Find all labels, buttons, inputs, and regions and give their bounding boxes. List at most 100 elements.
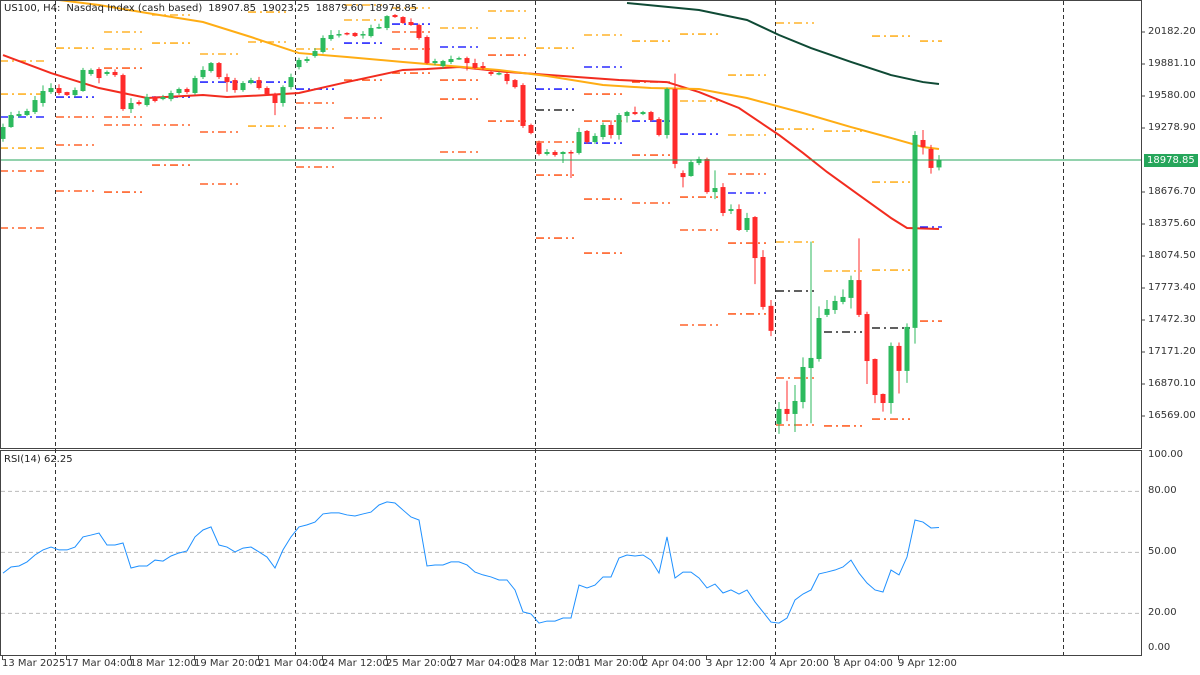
bear-candle <box>656 119 662 135</box>
bull-candle <box>320 37 326 52</box>
bull-candle <box>384 16 390 28</box>
bull-candle <box>200 69 206 78</box>
price-axis-label: 17773.40 <box>1148 282 1196 293</box>
bull-candle <box>936 159 942 168</box>
bear-candle <box>408 22 414 26</box>
bull-candle <box>176 88 182 94</box>
bull-candle <box>432 61 438 64</box>
day-separators <box>55 1 1064 655</box>
bull-candle <box>832 300 838 311</box>
bull-candle <box>80 69 86 91</box>
time-axis-label: 27 Mar 04:00 <box>450 658 517 669</box>
bull-candle <box>144 97 150 106</box>
bear-candle <box>736 209 742 230</box>
bull-candle <box>576 132 582 153</box>
price-axis-label: 18676.70 <box>1148 186 1196 197</box>
bear-candle <box>608 125 614 135</box>
bull-candle <box>72 90 78 96</box>
bull-candle <box>600 125 606 138</box>
bear-candle <box>880 393 886 404</box>
bear-candle <box>680 173 686 178</box>
ohlc-high: 19023.25 <box>261 3 310 14</box>
bull-candle <box>208 63 214 72</box>
bear-candle <box>264 88 270 95</box>
bear-candle <box>568 151 574 154</box>
bull-candle <box>448 59 454 62</box>
bull-candle <box>376 27 382 29</box>
ohlc-open: 18907.85 <box>208 3 256 14</box>
time-axis-label: 19 Mar 20:00 <box>194 658 261 669</box>
ma-mid-line <box>58 1 940 151</box>
bull-candle <box>16 114 22 116</box>
time-axis-label: 25 Mar 20:00 <box>386 658 453 669</box>
bear-candle <box>480 66 486 69</box>
bull-candle <box>544 151 550 155</box>
price-axis-label: 18074.50 <box>1148 250 1196 261</box>
price-axis-label: 19278.90 <box>1148 122 1196 133</box>
bear-candle <box>96 69 102 79</box>
bear-candle <box>768 305 774 331</box>
bear-candle <box>512 80 518 88</box>
bull-candle <box>808 357 814 369</box>
bear-candle <box>64 92 70 96</box>
bear-candle <box>392 15 398 18</box>
price-axis-label: 16870.10 <box>1148 378 1196 389</box>
bear-candle <box>272 94 278 104</box>
bull-candle <box>688 162 694 177</box>
bear-candle <box>704 159 710 193</box>
bull-candle <box>312 51 318 57</box>
bull-candle <box>912 134 918 328</box>
bull-candle <box>624 112 630 116</box>
ohlc-close: 18978.85 <box>369 3 418 14</box>
price-axis-label: 17472.30 <box>1148 314 1196 325</box>
bear-candle <box>120 75 126 110</box>
bear-candle <box>752 217 758 259</box>
bull-candle <box>840 296 846 302</box>
bull-candle <box>368 27 374 37</box>
time-axis-label: 18 Mar 12:00 <box>130 658 197 669</box>
bear-candle <box>760 256 766 307</box>
bull-candle <box>40 90 46 104</box>
bear-candle <box>424 37 430 64</box>
bull-candle <box>296 59 302 68</box>
bull-candle <box>104 71 110 74</box>
bull-candle <box>192 78 198 94</box>
time-axis-label: 3 Apr 12:00 <box>706 658 765 669</box>
bull-candle <box>792 400 798 414</box>
price-axis-label: 17171.20 <box>1148 346 1196 357</box>
bull-candle <box>288 77 294 88</box>
ohlc-low: 18879.60 <box>315 3 364 14</box>
rsi-axis-label: 0.00 <box>1148 642 1171 653</box>
bear-candle <box>928 148 934 168</box>
bear-candle <box>216 63 222 78</box>
time-axis-label: 13 Mar 2025 <box>2 658 66 669</box>
bull-candle <box>1 127 6 139</box>
bear-candle <box>896 345 902 371</box>
bear-candle <box>536 142 542 155</box>
bull-candle <box>496 73 502 75</box>
ma-slow-line <box>626 2 940 85</box>
bear-candle <box>136 102 142 105</box>
time-axis-label: 8 Apr 04:00 <box>834 658 893 669</box>
bull-candle <box>712 188 718 193</box>
bear-candle <box>112 71 118 76</box>
price-axis-label: 20182.20 <box>1148 26 1196 37</box>
bull-candle <box>336 34 342 36</box>
bull-candle <box>168 93 174 100</box>
bull-candle <box>88 69 94 74</box>
bull-candle <box>160 97 166 100</box>
bull-candle <box>616 115 622 135</box>
bull-candle <box>800 366 806 403</box>
bear-candle <box>488 71 494 74</box>
bear-candle <box>400 17 406 23</box>
bear-candle <box>672 88 678 164</box>
time-axis-label: 4 Apr 20:00 <box>770 658 829 669</box>
bear-candle <box>472 63 478 69</box>
bull-candle <box>696 159 702 164</box>
rsi-axis-label: 50.00 <box>1148 546 1177 557</box>
price-axis-label: 19580.00 <box>1148 90 1196 101</box>
bull-candle <box>32 100 38 113</box>
price-axis-label: 16569.00 <box>1148 410 1196 421</box>
bear-candle <box>352 32 358 37</box>
